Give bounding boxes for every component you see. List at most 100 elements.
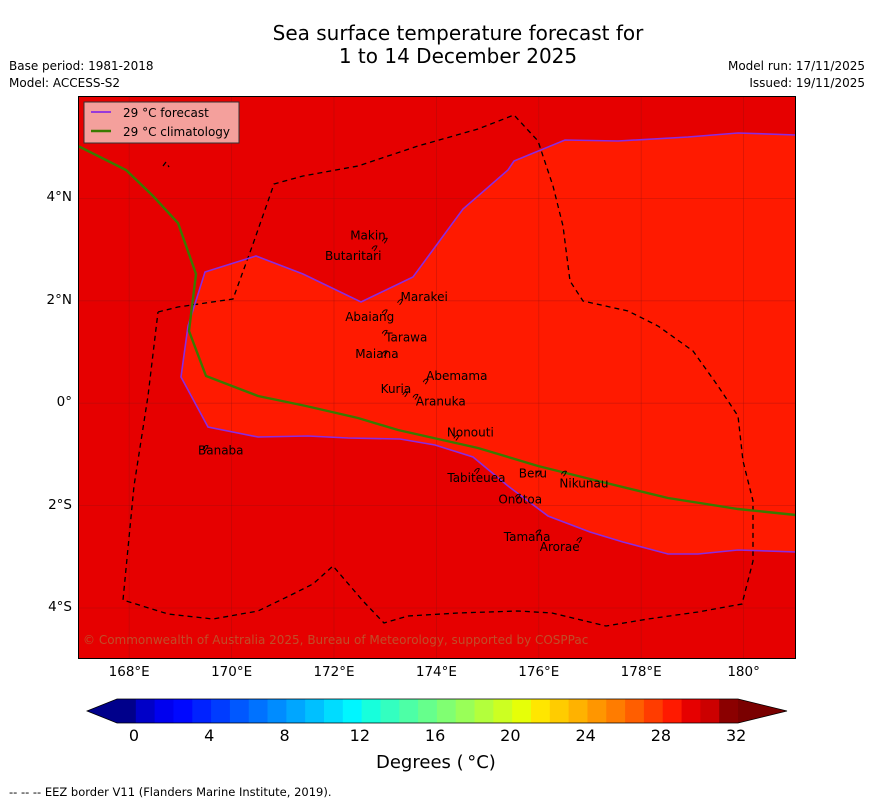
colorbar-swatch [248,699,268,723]
island-label-arorae: Arorae [540,540,580,554]
legend-climatology-label: 29 °C climatology [123,125,230,139]
colorbar-swatch [700,699,720,723]
lat-label: 2°S [48,496,72,513]
colorbar-swatch [229,699,250,723]
island-outline [202,445,209,452]
island-label-kuria: Kuria [381,382,412,396]
lon-label: 172°E [313,664,355,680]
lat-label: 4°N [46,189,72,206]
colorbar-tick-label: 32 [725,726,747,745]
title-line-1: Sea surface temperature forecast for [272,21,644,45]
island-outline [397,299,404,306]
colorbar-swatch [154,699,174,723]
colorbar-swatch [192,699,212,723]
colorbar-swatch [418,699,438,723]
colorbar-swatch [455,699,475,723]
island-label-aranuka: Aranuka [416,395,466,409]
lat-label: 4°S [48,599,72,615]
colorbar [86,698,788,724]
colorbar-tick-label: 0 [128,726,140,745]
issued-date: Issued: 19/11/2025 [749,76,865,90]
colorbar-swatch [117,699,137,723]
island-outline [402,391,409,398]
colorbar-tick-label: 28 [650,726,672,745]
chart-title: Sea surface temperature forecast for 1 t… [0,22,873,68]
legend-forecast-label: 29 °C forecast [123,106,209,120]
lon-label: 168°E [108,664,150,680]
colorbar-swatch [399,699,419,723]
island-label-nikunau: Nikunau [559,476,608,490]
colorbar-tick-label: 4 [204,726,215,745]
colorbar-swatch [342,699,363,723]
hot-sst-region [181,133,796,554]
title-line-2: 1 to 14 December 2025 [338,44,578,68]
island-outline [381,237,388,244]
island-outline [560,470,567,477]
lat-label: 2°N [46,291,72,308]
island-outline [576,537,583,544]
island-outline [381,350,388,357]
colorbar-swatch [474,699,494,723]
island-outline [535,470,542,477]
island-outline [381,309,388,316]
colorbar-swatch [361,699,381,723]
island-label-tabiteuea: Tabiteuea [446,471,505,485]
colorbar-swatch [587,699,607,723]
colorbar-swatch [531,699,551,723]
colorbar-tick-label: 24 [575,726,596,745]
colorbar-swatch [719,699,739,723]
colorbar-swatch [643,699,664,723]
colorbar-swatch [135,699,156,723]
island-label-beru: Beru [519,466,547,480]
sst-map: Makin Butaritari Marakei Abaiang Tarawa Maian… [78,96,796,659]
colorbar-swatch [549,699,570,723]
colorbar-swatch [606,699,626,723]
colorbar-over-arrow [738,699,787,723]
colorbar-tick-label: 12 [349,726,370,745]
graticule [78,96,796,659]
island-outline [514,493,521,500]
model-name: Model: ACCESS-S2 [9,76,121,90]
colorbar-tick-label: 20 [500,726,521,745]
legend: 29 °C forecast 29 °C climatology [83,101,240,144]
copyright-text: © Commonwealth of Australia 2025, Bureau… [83,633,588,647]
island-label-marakei: Marakei [401,290,448,304]
colorbar-swatch [286,699,306,723]
colorbar-swatch [267,699,287,723]
island-outline [381,329,388,336]
island-outline [412,393,419,400]
island-label-tarawa: Tarawa [384,331,427,345]
colorbar-tick-label: 16 [424,726,446,745]
island-outline [473,468,480,475]
island-label-butaritari: Butaritari [325,249,382,263]
lon-label: 180° [727,664,760,680]
island-label-abemama: Abemama [426,369,487,383]
island-label-abaiang: Abaiang [345,310,394,324]
island-outline [453,434,460,441]
island-label-maiana: Maiana [355,347,398,361]
island-outline [535,529,542,536]
colorbar-swatch [493,699,513,723]
meta-right: Model run: 17/11/2025 Issued: 19/11/2025 [728,58,865,92]
island-label-nonouti: Nonouti [447,425,494,439]
colorbar-swatch [173,699,193,723]
island-label-tamana: Tamana [503,530,551,544]
forecast-29c-contour [180,132,796,555]
colorbar-swatch [568,699,588,723]
lon-label: 170°E [211,664,253,680]
colorbar-tick-label: 8 [279,726,290,745]
island-label-onotoa: Onotoa [498,492,542,506]
lon-label: 178°E [620,664,662,680]
colorbar-swatch [681,699,701,723]
base-period: Base period: 1981-2018 [9,59,154,73]
colorbar-swatch [436,699,457,723]
colorbar-swatch [305,699,325,723]
colorbar-swatch [324,699,344,723]
colorbar-swatch [380,699,400,723]
colorbar-swatch [662,699,682,723]
model-run: Model run: 17/11/2025 [727,59,865,73]
colorbar-swatch [512,699,532,723]
island-label-banaba: Banaba [198,444,244,458]
colorbar-swatch [625,699,645,723]
island-labels: Makin Butaritari Marakei Abaiang Tarawa Maian… [198,228,608,554]
